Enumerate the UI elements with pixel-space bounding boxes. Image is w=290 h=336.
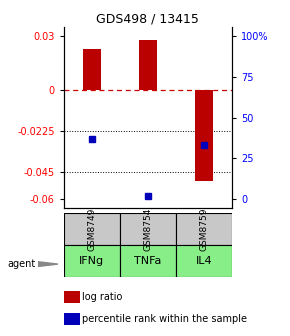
Polygon shape bbox=[38, 262, 58, 266]
Text: agent: agent bbox=[7, 259, 35, 269]
Text: IFNg: IFNg bbox=[79, 256, 104, 266]
Text: log ratio: log ratio bbox=[82, 292, 123, 302]
Bar bbox=[64, 291, 80, 303]
Text: IL4: IL4 bbox=[196, 256, 212, 266]
Bar bbox=[83, 49, 101, 90]
Text: TNFa: TNFa bbox=[134, 256, 162, 266]
Bar bbox=[195, 90, 213, 181]
Text: percentile rank within the sample: percentile rank within the sample bbox=[82, 314, 247, 324]
Text: GSM8759: GSM8759 bbox=[200, 208, 209, 251]
Bar bbox=[120, 245, 176, 277]
Bar bbox=[176, 213, 232, 245]
Bar bbox=[64, 245, 120, 277]
Bar bbox=[139, 40, 157, 90]
Bar bbox=[64, 313, 80, 325]
Title: GDS498 / 13415: GDS498 / 13415 bbox=[97, 13, 199, 26]
Bar bbox=[176, 245, 232, 277]
Text: GSM8754: GSM8754 bbox=[143, 208, 153, 251]
Text: GSM8749: GSM8749 bbox=[87, 208, 96, 251]
Bar bbox=[120, 213, 176, 245]
Bar bbox=[64, 213, 120, 245]
